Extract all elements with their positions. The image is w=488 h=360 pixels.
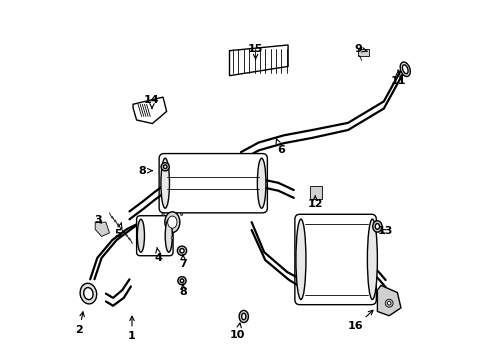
- Ellipse shape: [385, 299, 392, 307]
- Bar: [357, 49, 368, 56]
- Ellipse shape: [295, 219, 305, 300]
- Polygon shape: [95, 222, 109, 237]
- Ellipse shape: [80, 283, 97, 304]
- Text: 4: 4: [155, 247, 163, 263]
- Ellipse shape: [165, 219, 172, 252]
- Ellipse shape: [171, 237, 173, 239]
- Ellipse shape: [164, 212, 180, 233]
- Ellipse shape: [374, 224, 379, 229]
- Text: 14: 14: [144, 95, 160, 108]
- Ellipse shape: [399, 62, 409, 76]
- Text: 8: 8: [138, 166, 152, 176]
- Ellipse shape: [372, 221, 381, 232]
- Ellipse shape: [163, 165, 166, 168]
- Ellipse shape: [137, 219, 144, 252]
- Ellipse shape: [366, 219, 377, 300]
- FancyBboxPatch shape: [136, 216, 173, 256]
- Ellipse shape: [239, 310, 248, 323]
- Ellipse shape: [180, 213, 183, 216]
- FancyBboxPatch shape: [159, 154, 267, 213]
- FancyBboxPatch shape: [294, 214, 376, 305]
- Ellipse shape: [402, 65, 407, 74]
- Ellipse shape: [386, 301, 390, 305]
- Text: 9: 9: [353, 44, 367, 54]
- Text: 7: 7: [179, 255, 186, 269]
- Polygon shape: [133, 97, 166, 123]
- Ellipse shape: [180, 249, 184, 253]
- Text: 13: 13: [376, 226, 392, 237]
- Text: 10: 10: [229, 323, 245, 340]
- Text: 1: 1: [128, 316, 136, 342]
- Ellipse shape: [177, 246, 186, 255]
- Ellipse shape: [162, 213, 164, 216]
- Text: 16: 16: [347, 310, 372, 332]
- Text: 6: 6: [276, 139, 285, 156]
- Ellipse shape: [241, 313, 245, 320]
- Text: 8: 8: [179, 284, 186, 297]
- Ellipse shape: [180, 279, 183, 283]
- Ellipse shape: [178, 276, 186, 285]
- Ellipse shape: [161, 163, 169, 171]
- Ellipse shape: [257, 158, 265, 208]
- Text: 3: 3: [94, 215, 102, 225]
- Polygon shape: [229, 45, 287, 76]
- Ellipse shape: [83, 288, 93, 300]
- Polygon shape: [377, 285, 400, 316]
- Text: 2: 2: [76, 312, 84, 335]
- Text: 15: 15: [247, 44, 263, 60]
- Text: 5: 5: [114, 223, 122, 239]
- Text: 12: 12: [307, 196, 322, 209]
- Polygon shape: [309, 186, 322, 199]
- Ellipse shape: [161, 158, 169, 208]
- Text: 11: 11: [389, 70, 405, 86]
- Ellipse shape: [167, 216, 177, 228]
